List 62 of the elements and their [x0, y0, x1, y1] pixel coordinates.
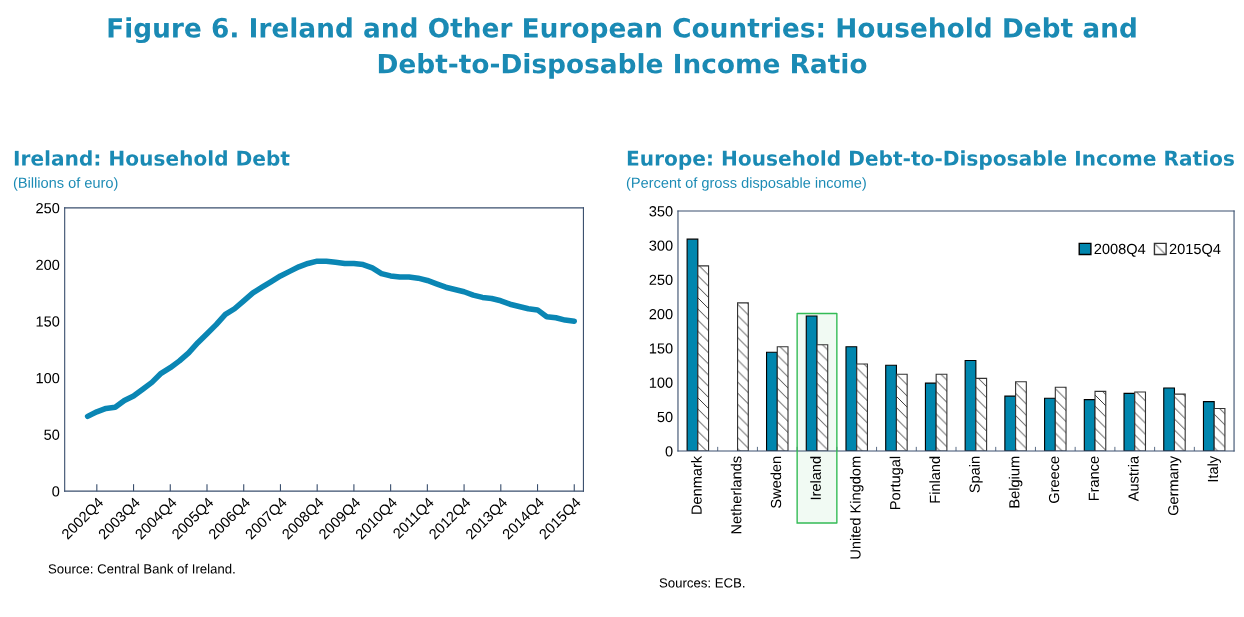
bar	[697, 265, 710, 452]
y-tick-label: 0	[52, 486, 60, 497]
bar	[975, 377, 988, 452]
x-tick-label: Portugal	[889, 456, 904, 510]
x-tick-label: Spain	[969, 456, 983, 493]
x-tick-label: Italy	[1207, 455, 1221, 482]
bar	[1015, 381, 1027, 452]
y-tick-label: 200	[36, 259, 60, 270]
x-tick-label: United Kingdom	[849, 456, 864, 559]
bar	[1173, 393, 1186, 452]
bar	[924, 382, 937, 452]
x-tick-label: Sweden	[770, 456, 782, 508]
bar	[686, 238, 699, 452]
bar	[1134, 391, 1147, 452]
bar	[895, 373, 908, 452]
x-tick-label: Belgium	[1008, 456, 1023, 508]
source-note: Source: Central Bank of Ireland.	[48, 563, 235, 574]
bar	[1044, 397, 1056, 452]
bar	[1094, 390, 1107, 452]
bar	[856, 363, 868, 452]
source-note: Sources: ECB.	[659, 578, 745, 588]
x-tick-label: Ireland	[810, 456, 821, 500]
bar	[935, 373, 948, 452]
bar	[816, 344, 829, 452]
y-tick-label: 50	[44, 429, 60, 440]
bar	[776, 346, 789, 452]
y-tick-label: 100	[649, 377, 673, 388]
y-axis-title: (Percent of gross disposable income)	[626, 177, 866, 191]
bar	[1163, 387, 1176, 452]
y-tick-label: 300	[649, 240, 673, 251]
bar	[1213, 407, 1226, 452]
bar	[1123, 392, 1136, 452]
y-tick-label: 100	[36, 372, 60, 384]
bar	[964, 359, 977, 452]
bar	[737, 302, 749, 452]
x-tick-label: Germany	[1168, 455, 1182, 516]
y-tick-label: 150	[649, 343, 673, 354]
chart-title: Figure 6. Ireland and Other European Countries: Household Debt and Debt-to-Disposable Income Ratio	[108, 17, 1136, 79]
x-tick-label: Austria	[1127, 455, 1139, 502]
bar	[765, 351, 778, 452]
x-tick-label: Greece	[1048, 456, 1060, 503]
y-tick-label: 150	[36, 316, 60, 327]
y-tick-label: 200	[649, 308, 673, 320]
bar	[1004, 395, 1017, 452]
legend-label: 2015Q4	[1169, 243, 1221, 257]
chart-subtitle: Ireland: Household Debt	[14, 150, 290, 166]
y-tick-label: 250	[36, 203, 60, 214]
bar	[845, 346, 858, 452]
legend-label: 2008Q4	[1094, 243, 1146, 257]
x-tick-label: Netherlands	[730, 456, 742, 534]
y-tick-label: 350	[649, 206, 673, 217]
x-tick-label: Denmark	[691, 455, 702, 514]
y-tick-label: 50	[657, 411, 673, 423]
x-tick-label: Finland	[929, 456, 941, 503]
x-tick-label: France	[1088, 456, 1099, 501]
y-tick-label: 0	[665, 446, 673, 457]
bar	[1202, 401, 1215, 452]
y-tick-label: 250	[649, 274, 673, 286]
bar	[1054, 386, 1067, 452]
chart-title: Europe: Household Debt-to-Disposable Income Ratios	[627, 150, 1234, 170]
y-axis-title: (Billions of euro)	[13, 177, 118, 191]
bar	[885, 364, 897, 452]
